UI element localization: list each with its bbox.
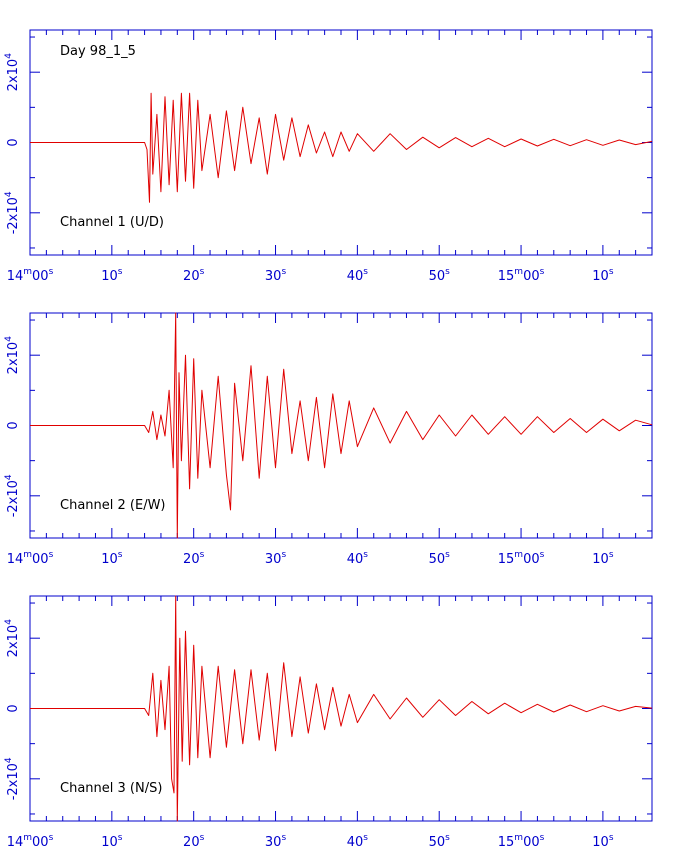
x-tick-label: 50s [429,833,451,850]
channel-panel-1: 2x104 0 -2x104 14m00s 10s 20s 30s 40s 50s 15m00s 1… [4,29,653,284]
y-tick-label: 0 [6,138,21,146]
y-tick-label: 2x104 [4,336,21,375]
y-tick-label: -2x104 [4,757,21,800]
channel-panel-3: 2x104 0 -2x104 14m00s 10s 20s 30s 40s 50s 15m00s 1… [4,595,653,850]
x-tick-label: 15m00s [498,267,545,284]
x-tick-label: 50s [429,267,451,284]
y-tick-label: 0 [6,704,21,712]
x-tick-label: 10s [592,550,614,567]
x-tick-label: 14m00s [7,833,54,850]
channel-label: Channel 3 (N/S) [60,781,162,796]
x-tick-label: 10s [101,833,123,850]
channel-label: Channel 2 (E/W) [60,498,166,513]
x-tick-label: 20s [183,550,205,567]
x-tick-label: 15m00s [498,550,545,567]
y-tick-label: -2x104 [4,474,21,517]
x-tick-label: 30s [265,550,287,567]
x-tick-label: 10s [101,550,123,567]
x-tick-label: 50s [429,550,451,567]
x-tick-label: 20s [183,267,205,284]
x-tick-label: 30s [265,833,287,850]
day-label: Day 98_1_5 [60,44,136,59]
x-tick-label: 20s [183,833,205,850]
x-tick-label: 14m00s [7,267,54,284]
seismic-trace-channel-2 [30,312,653,539]
x-tick-label: 10s [592,833,614,850]
x-tick-label: 40s [347,267,369,284]
y-tick-label: -2x104 [4,191,21,234]
seismic-trace-channel-3 [30,595,653,822]
y-tick-label: 0 [6,421,21,429]
x-tick-label: 10s [592,267,614,284]
x-tick-label: 14m00s [7,550,54,567]
x-tick-label: 10s [101,267,123,284]
channel-panel-2: 2x104 0 -2x104 14m00s 10s 20s 30s 40s 50s 15m00s 1… [4,312,653,567]
x-tick-label: 15m00s [498,833,545,850]
x-tick-label: 40s [347,833,369,850]
x-tick-label: 30s [265,267,287,284]
channel-label: Channel 1 (U/D) [60,215,164,230]
seismic-trace-channel-1 [30,92,653,203]
x-tick-label: 40s [347,550,369,567]
y-tick-label: 2x104 [4,619,21,658]
y-tick-label: 2x104 [4,53,21,92]
